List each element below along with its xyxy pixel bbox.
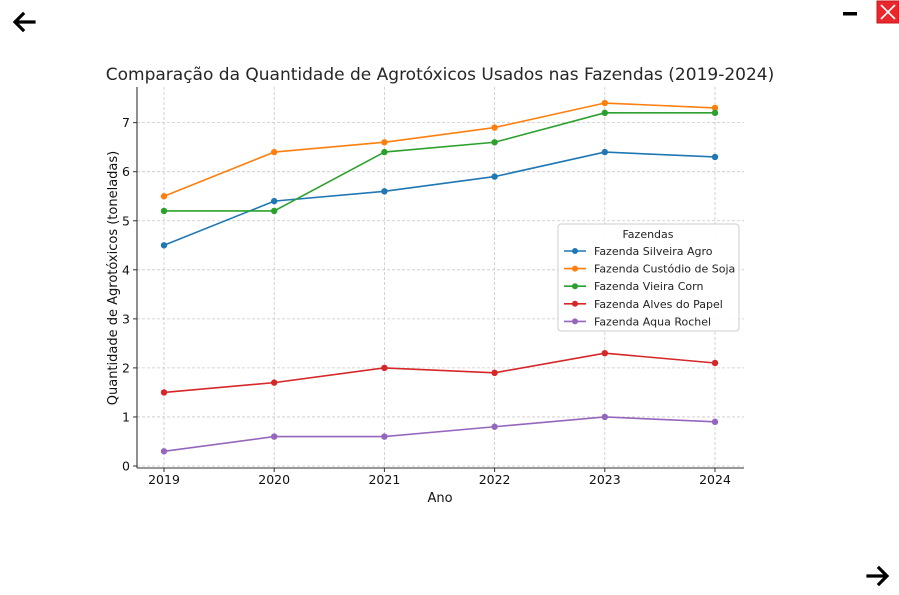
data-point: [381, 433, 388, 440]
y-tick-label: 4: [122, 262, 130, 277]
data-point: [711, 109, 719, 117]
series-fazenda-silveira-agro: [160, 148, 719, 249]
x-tick-label: 2019: [148, 472, 180, 487]
data-point: [601, 148, 608, 156]
data-point: [160, 389, 168, 396]
data-point: [601, 413, 608, 421]
x-tick-label: 2023: [589, 472, 621, 487]
series-fazenda-alves-do-papel: [160, 349, 719, 396]
x-tick-label: 2022: [479, 472, 511, 487]
x-tick-label: 2021: [368, 472, 400, 487]
data-point: [491, 124, 498, 131]
back-button[interactable]: [10, 10, 38, 34]
data-point: [601, 349, 608, 357]
data-point: [160, 193, 168, 200]
chart-title: Comparação da Quantidade de Agrotóxicos …: [106, 65, 774, 85]
series-line: [164, 112, 715, 212]
legend-swatch-marker: [572, 300, 578, 307]
y-axis-label: Quantidade de Agrotóxicos (toneladas): [106, 151, 121, 406]
close-button[interactable]: [876, 0, 899, 24]
legend-item: Fazenda Custódio de Soja: [564, 263, 735, 276]
legend-item: Fazenda Silveira Agro: [564, 245, 713, 258]
legend-item: Fazenda Vieira Corn: [564, 280, 703, 293]
series-line: [163, 352, 716, 394]
y-tick-label: 1: [122, 409, 130, 424]
series-line: [163, 102, 716, 197]
data-point: [711, 359, 719, 367]
data-point: [271, 379, 278, 386]
data-point: [381, 139, 388, 146]
legend-swatch-marker: [572, 318, 578, 325]
x-tick-label: 2020: [258, 472, 290, 487]
data-point: [271, 197, 278, 205]
forward-button[interactable]: [864, 564, 892, 588]
data-point: [601, 109, 608, 117]
legend-swatch-marker: [572, 265, 578, 272]
legend-item: Fazenda Aqua Rochel: [564, 315, 711, 328]
legend-label: Fazenda Alves do Papel: [594, 298, 723, 311]
series-fazenda-aqua-rochel: [160, 413, 719, 455]
legend-label: Fazenda Vieira Corn: [594, 280, 703, 293]
data-point: [381, 364, 388, 372]
legend: Fazendas Fazenda Silveira Agro Fazenda Cu…: [557, 223, 740, 332]
x-tick-label: 2024: [699, 472, 731, 487]
close-icon: [876, 0, 899, 24]
arrow-left-icon: [12, 11, 36, 33]
data-point: [491, 423, 498, 430]
data-point: [160, 448, 168, 455]
data-point: [711, 104, 719, 112]
y-tick-label: 3: [122, 311, 130, 326]
data-point: [381, 148, 388, 156]
data-point: [491, 139, 498, 146]
legend-item: Fazenda Alves do Papel: [564, 298, 723, 311]
series-fazenda-custodio-de-soja: [160, 99, 719, 200]
data-point: [160, 207, 168, 215]
series-line: [163, 416, 716, 453]
data-point: [711, 153, 719, 161]
axes: 2019 2020 2021 2022 2023 2024 0 1 2 3 4 5 6 7: [122, 87, 744, 487]
series-fazenda-vieira-corn: [160, 109, 719, 215]
data-point: [711, 418, 719, 426]
y-tick-label: 6: [122, 164, 130, 179]
minimize-button[interactable]: [840, 4, 860, 22]
legend-label: Fazenda Custódio de Soja: [594, 263, 735, 276]
legend-box: [557, 223, 740, 332]
minimize-icon: [843, 12, 857, 16]
data-point: [271, 207, 278, 215]
data-point: [271, 148, 278, 156]
data-point: [271, 433, 278, 440]
arrow-right-icon: [866, 565, 890, 587]
y-tick-label: 5: [122, 213, 130, 228]
data-point: [381, 188, 388, 195]
data-point: [491, 173, 498, 180]
y-tick-label: 0: [122, 459, 130, 474]
legend-swatch-marker: [572, 248, 578, 254]
legend-swatch-marker: [572, 283, 578, 290]
data-point: [491, 369, 498, 377]
legend-title: Fazendas: [622, 228, 673, 241]
y-tick-label: 7: [122, 115, 130, 130]
series-line: [163, 151, 716, 247]
data-point: [601, 99, 608, 107]
legend-label: Fazenda Aqua Rochel: [594, 315, 711, 328]
y-tick-label: 2: [122, 360, 130, 375]
data-point: [160, 242, 168, 249]
series-group: [160, 99, 719, 455]
x-axis-label: Ano: [427, 491, 452, 506]
legend-label: Fazenda Silveira Agro: [594, 245, 713, 258]
